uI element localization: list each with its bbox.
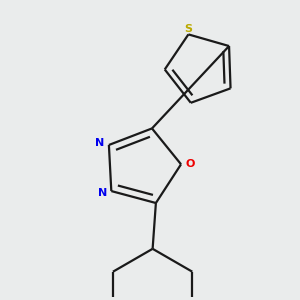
Text: O: O	[185, 159, 195, 169]
Text: N: N	[98, 188, 107, 198]
Text: N: N	[95, 138, 104, 148]
Text: S: S	[184, 23, 192, 34]
